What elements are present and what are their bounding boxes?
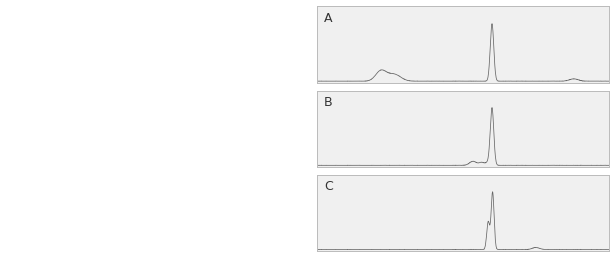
Text: A: A xyxy=(324,12,333,25)
Text: C: C xyxy=(324,180,333,193)
Text: B: B xyxy=(324,96,333,109)
